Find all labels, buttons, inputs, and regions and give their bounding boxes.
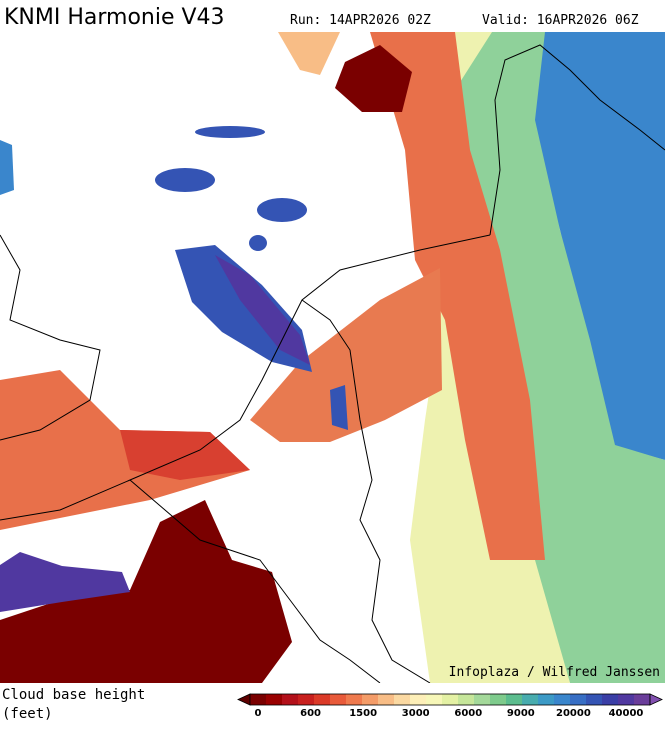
colorbar-swatch	[330, 694, 347, 705]
colorbar-swatch	[538, 694, 555, 705]
colorbar-swatch	[426, 694, 443, 705]
colorbar-swatch	[618, 694, 635, 705]
colorbar-swatch	[346, 694, 363, 705]
colorbar-swatch	[378, 694, 395, 705]
colorbar-tick-label: 3000	[402, 708, 430, 719]
colorbar-swatch	[586, 694, 603, 705]
colorbar-tick-label: 1500	[349, 708, 377, 719]
colorbar-swatch	[634, 694, 651, 705]
map: Infoplaza / Wilfred Janssen	[0, 32, 665, 683]
colorbar-swatch	[282, 694, 299, 705]
legend-label: (feet)	[2, 706, 53, 722]
colorbar-end	[237, 693, 251, 706]
colorbar-swatch	[314, 694, 331, 705]
credit: Infoplaza / Wilfred Janssen	[449, 665, 660, 680]
colorbar-tick-label: 6000	[454, 708, 482, 719]
colorbar-swatch	[250, 694, 267, 705]
colorbar-swatch	[458, 694, 475, 705]
colorbar-tick-label: 9000	[507, 708, 535, 719]
colorbar-swatch	[442, 694, 459, 705]
colorbar-swatch	[298, 694, 315, 705]
colorbar-swatch	[554, 694, 571, 705]
run-time: Run: 14APR2026 02Z	[290, 13, 431, 28]
valid-time: Valid: 16APR2026 06Z	[482, 13, 639, 28]
colorbar-tick-label: 20000	[556, 708, 591, 719]
colorbar-tick-label: 40000	[609, 708, 644, 719]
colorbar-swatch	[394, 694, 411, 705]
colorbar-tick-label: 600	[300, 708, 321, 719]
colorbar-frame	[249, 693, 651, 706]
colorbar-swatch	[602, 694, 619, 705]
colorbar-swatch	[410, 694, 427, 705]
colorbar-swatch	[506, 694, 523, 705]
colorbar-tick-label: 0	[255, 708, 262, 719]
colorbar-swatch	[474, 694, 491, 705]
colorbar-swatch	[490, 694, 507, 705]
colorbar: 0 600 1500 3000 6000 9000 20000 40000	[237, 693, 663, 719]
legend-label: Cloud base height	[2, 687, 145, 703]
colorbar-swatch	[362, 694, 379, 705]
colorbar-swatch	[522, 694, 539, 705]
colorbar-swatch	[570, 694, 587, 705]
colorbar-swatch	[266, 694, 283, 705]
colorbar-end	[649, 693, 663, 706]
title: KNMI Harmonie V43	[4, 5, 225, 30]
